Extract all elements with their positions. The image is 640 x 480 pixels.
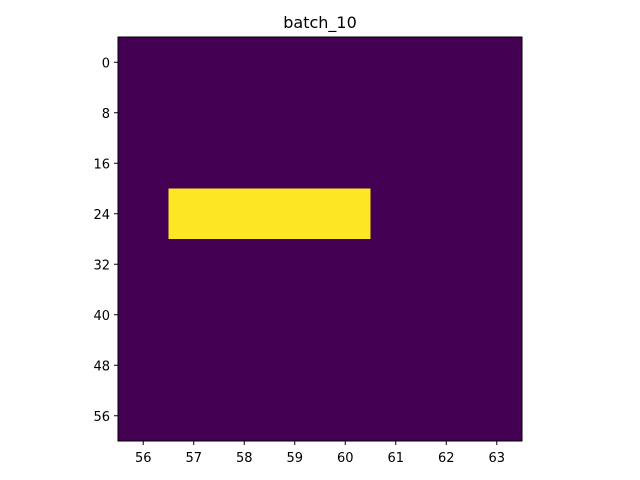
- y-tick-label: 8: [102, 107, 110, 122]
- x-tick-label: 60: [337, 451, 354, 466]
- y-tick-label: 32: [93, 258, 110, 273]
- plot-frame: [117, 36, 523, 442]
- y-tick-label: 56: [93, 410, 110, 425]
- x-tick-label: 61: [387, 451, 404, 466]
- chart-title: batch_10: [283, 13, 357, 33]
- y-tick-label: 24: [93, 208, 110, 223]
- x-tick-label: 62: [438, 451, 455, 466]
- heatmap-cells: [168, 188, 371, 239]
- y-axis: 0 8 16 24 32 40 48 56: [93, 56, 118, 425]
- x-axis: 56 57 58 59 60 61 62 63: [135, 441, 505, 466]
- x-tick-label: 58: [236, 451, 253, 466]
- x-tick-label: 63: [488, 451, 505, 466]
- y-tick-label: 0: [102, 56, 110, 71]
- y-tick-label: 16: [93, 157, 110, 172]
- y-tick-label: 40: [93, 309, 110, 324]
- y-tick-label: 48: [93, 359, 110, 374]
- heatmap-cell-block: [168, 188, 371, 239]
- x-tick-label: 56: [135, 451, 152, 466]
- x-tick-label: 57: [185, 451, 202, 466]
- x-tick-label: 59: [286, 451, 303, 466]
